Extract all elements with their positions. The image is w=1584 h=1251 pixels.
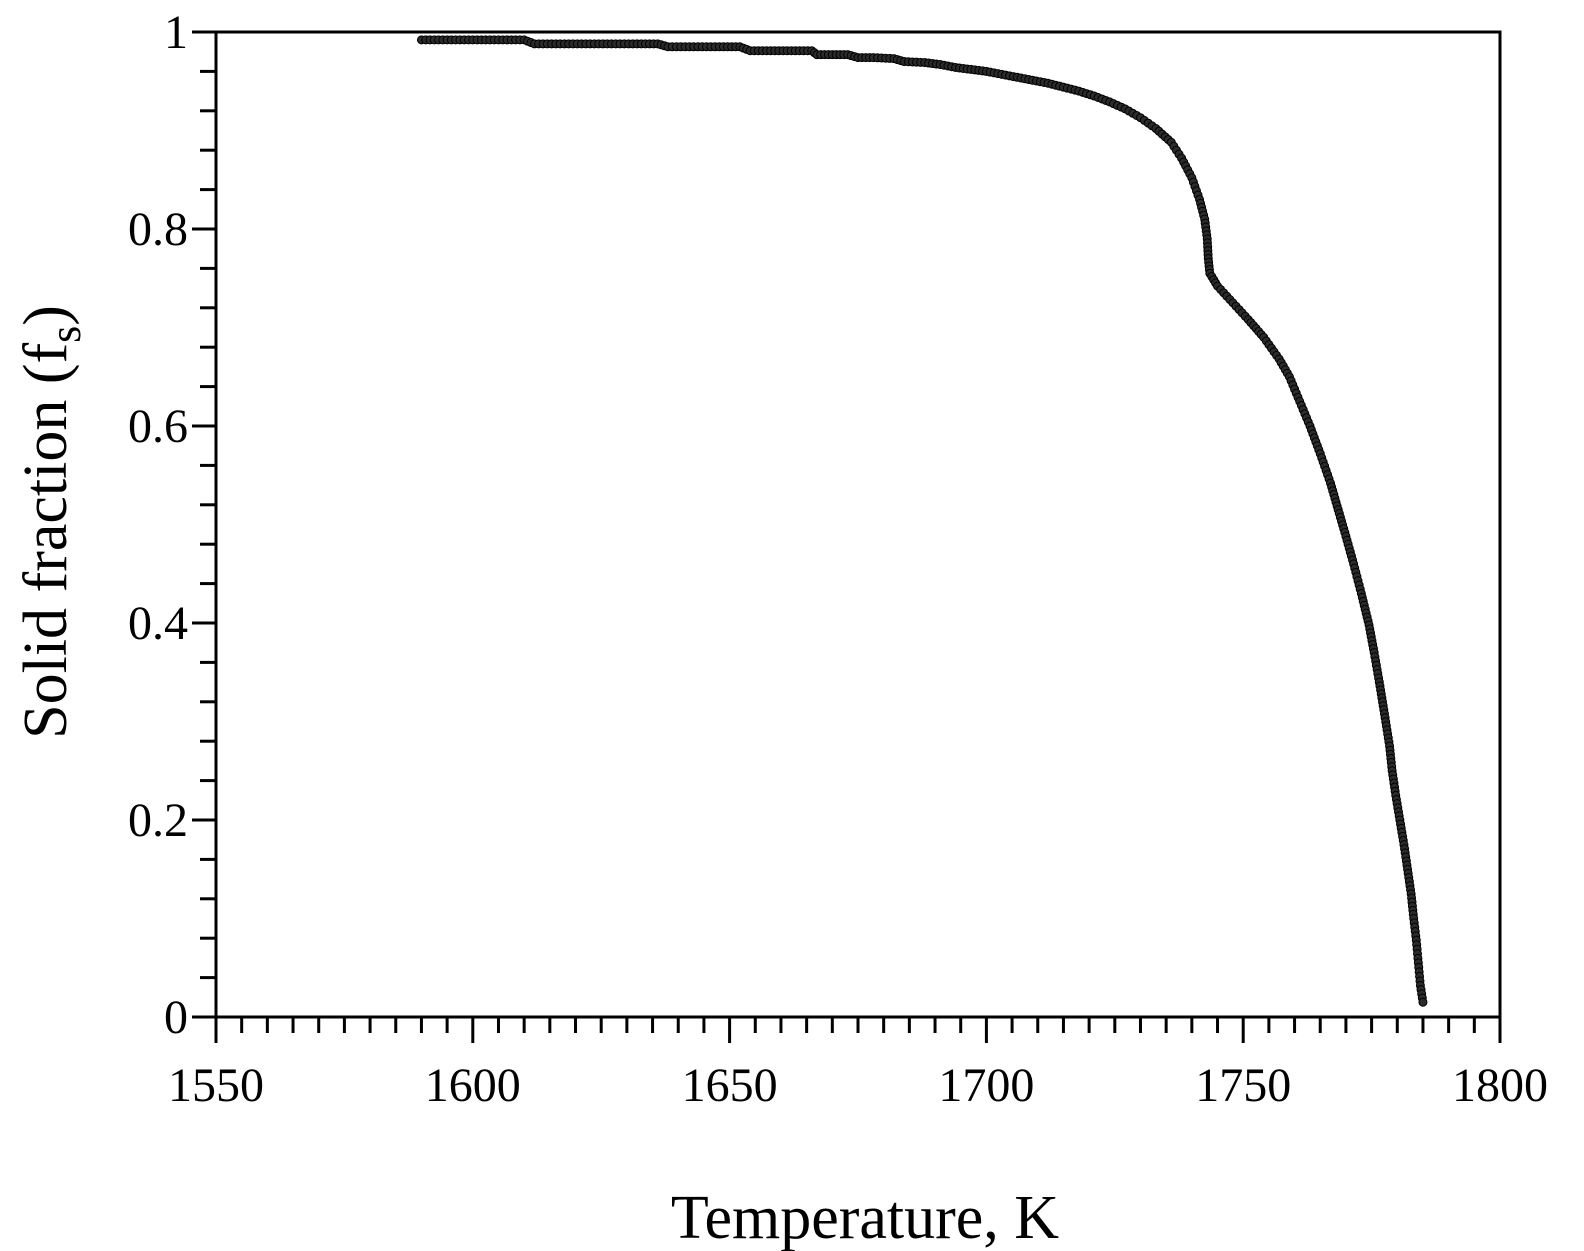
y-tick-label: 0.4 — [128, 597, 188, 650]
y-axis-label-subscript: s — [41, 326, 90, 343]
y-axis-ticks — [192, 30, 216, 1019]
y-tick-label: 0 — [164, 991, 188, 1044]
plot-frame — [214, 30, 1502, 1019]
x-tick-label: 1650 — [682, 1059, 778, 1112]
data-point — [1418, 997, 1428, 1007]
y-tick-label: 0.2 — [128, 794, 188, 847]
y-tick-label: 1 — [164, 6, 188, 59]
y-axis-label-main: Solid fraction (f — [12, 343, 80, 739]
y-axis-tick-labels: 0 0.2 0.4 0.6 0.8 1 — [128, 6, 188, 1044]
y-tick-label: 0.6 — [128, 400, 188, 453]
x-tick-label: 1700 — [938, 1059, 1034, 1112]
plot-border — [214, 30, 1502, 1019]
x-axis-tick-labels: 1550 1600 1650 1700 1750 1800 — [168, 1059, 1548, 1112]
y-axis-label: Solid fraction (fs) — [12, 305, 90, 739]
x-tick-label: 1800 — [1452, 1059, 1548, 1112]
x-tick-label: 1750 — [1195, 1059, 1291, 1112]
y-tick-label: 0.8 — [128, 203, 188, 256]
x-axis-ticks — [214, 1017, 1502, 1043]
x-tick-label: 1550 — [168, 1059, 264, 1112]
x-axis-label: Temperature, K — [671, 1184, 1059, 1251]
y-axis-label-close: ) — [12, 305, 80, 326]
data-series — [416, 35, 1428, 1007]
x-tick-label: 1600 — [425, 1059, 521, 1112]
